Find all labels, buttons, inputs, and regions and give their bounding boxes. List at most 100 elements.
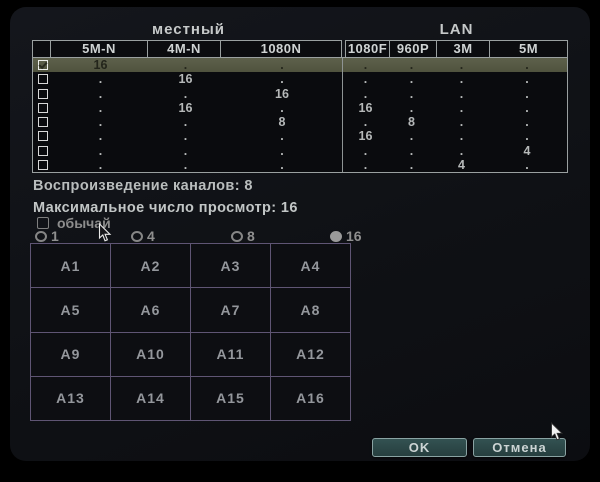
row-checkbox[interactable] [37, 131, 48, 142]
radio-label: 8 [247, 228, 255, 244]
cell-5m: . [525, 129, 529, 144]
cell-1080n: . [222, 143, 343, 158]
channel-cell-a5[interactable]: A5 [31, 288, 111, 333]
row-checkbox[interactable] [37, 117, 48, 128]
radio-circle-icon [131, 230, 143, 242]
ok-button[interactable]: OK [372, 438, 467, 457]
cell-1080f: . [363, 58, 368, 72]
channel-cell-a1[interactable]: A1 [31, 244, 111, 289]
channel-cell-a11[interactable]: A11 [191, 332, 271, 377]
cell-3m: . [459, 100, 464, 115]
radio-view-8[interactable]: 8 [231, 228, 255, 244]
cell-1080n: . [222, 100, 343, 115]
cell-4mn: 16 [178, 72, 193, 87]
cell-4mn: . [183, 143, 188, 158]
cell-960p: . [409, 100, 414, 115]
cell-1080f: . [363, 72, 368, 87]
cell-960p: . [409, 157, 414, 172]
cell-3m: . [459, 115, 464, 129]
radio-view-1[interactable]: 1 [35, 228, 59, 244]
channel-cell-a16[interactable]: A16 [271, 376, 351, 421]
cell-1080n: . [222, 72, 343, 87]
row-checkbox[interactable] [37, 159, 48, 170]
row-checkbox[interactable] [37, 145, 48, 156]
cell-1080n: 16 [222, 86, 343, 101]
cell-3m: . [459, 58, 464, 72]
cell-3m: . [459, 129, 464, 144]
cell-4mn: . [183, 157, 188, 172]
cell-5mn: . [98, 100, 103, 115]
custom-checkbox-group[interactable]: обычай [37, 215, 111, 231]
channel-cell-a3[interactable]: A3 [191, 244, 271, 289]
column-header-960p: 960P [390, 40, 437, 58]
cell-1080n: . [222, 58, 343, 73]
resolution-table-header: 5M-N 4M-N 1080N 1080F 960P 3M 5M [32, 40, 568, 58]
cell-5m: . [525, 86, 529, 101]
radio-circle-icon [330, 230, 342, 242]
channel-cell-a9[interactable]: A9 [31, 332, 111, 377]
cell-1080n: . [222, 157, 343, 172]
cancel-button[interactable]: Отмена [473, 438, 566, 457]
channel-grid: A1 A2 A3 A4 A5 A6 A7 A8 A9 A10 A11 A12 A… [30, 243, 351, 421]
cell-5m: . [525, 58, 529, 72]
cell-960p: . [409, 72, 414, 87]
column-header-checkbox [32, 40, 51, 58]
table-row[interactable]: . 16 . . . . . [33, 72, 567, 87]
row-checkbox[interactable] [37, 60, 48, 71]
cell-1080f: 16 [358, 100, 373, 115]
radio-view-4[interactable]: 4 [131, 228, 155, 244]
radio-label: 4 [147, 228, 155, 244]
cell-960p: . [409, 86, 414, 101]
cell-3m: 4 [458, 157, 465, 172]
radio-label: 1 [51, 228, 59, 244]
cell-3m: . [459, 86, 464, 101]
table-row[interactable]: . 16 . 16 . . . [33, 100, 567, 115]
cell-960p: . [409, 58, 414, 72]
cell-5m: . [525, 72, 529, 87]
cell-1080n: 8 [222, 115, 343, 130]
channel-cell-a2[interactable]: A2 [111, 244, 191, 289]
cell-5m: . [525, 115, 529, 129]
playback-channels-label: Воспроизведение каналов: 8 [33, 178, 253, 194]
channel-cell-a14[interactable]: A14 [111, 376, 191, 421]
table-row[interactable]: . . . 16 . . . [33, 129, 567, 144]
column-header-1080n: 1080N [221, 40, 342, 58]
table-row[interactable]: . . 16 . . . . [33, 86, 567, 101]
table-row[interactable]: . . . . . 4 . [33, 157, 567, 172]
cell-5mn: . [98, 72, 103, 87]
cell-4mn: . [183, 86, 188, 101]
channel-cell-a7[interactable]: A7 [191, 288, 271, 333]
radio-circle-icon [231, 230, 243, 242]
channel-cell-a13[interactable]: A13 [31, 376, 111, 421]
row-checkbox[interactable] [37, 74, 48, 85]
cell-1080n: . [222, 129, 343, 144]
channel-cell-a4[interactable]: A4 [271, 244, 351, 289]
channel-cell-a12[interactable]: A12 [271, 332, 351, 377]
section-label-local: местный [151, 21, 226, 38]
cell-1080f: . [363, 115, 368, 129]
table-row[interactable]: . . . . . . 4 [33, 143, 567, 158]
column-header-3m: 3M [437, 40, 490, 58]
cell-3m: . [459, 72, 464, 87]
cell-5mn: . [98, 129, 103, 144]
row-checkbox[interactable] [37, 102, 48, 113]
channel-cell-a6[interactable]: A6 [111, 288, 191, 333]
cell-960p: . [409, 129, 414, 144]
radio-view-16[interactable]: 16 [330, 228, 362, 244]
channel-cell-a10[interactable]: A10 [111, 332, 191, 377]
custom-checkbox[interactable] [37, 217, 49, 229]
cell-1080f: . [363, 143, 368, 158]
table-row[interactable]: 16 . . . . . . [33, 58, 567, 73]
table-row[interactable]: . . 8 . 8 . . [33, 115, 567, 130]
channel-cell-a8[interactable]: A8 [271, 288, 351, 333]
row-checkbox[interactable] [37, 88, 48, 99]
cell-5mn: . [98, 115, 103, 129]
resolution-table-body: 16 . . . . . . . 16 . . . . . . . 16 . .… [32, 57, 568, 173]
cell-5mn: . [98, 143, 103, 158]
column-header-4mn: 4M-N [148, 40, 221, 58]
custom-checkbox-label: обычай [57, 215, 111, 231]
section-label-lan: LAN [439, 21, 474, 38]
channel-cell-a15[interactable]: A15 [191, 376, 271, 421]
cell-5m: . [525, 100, 529, 115]
